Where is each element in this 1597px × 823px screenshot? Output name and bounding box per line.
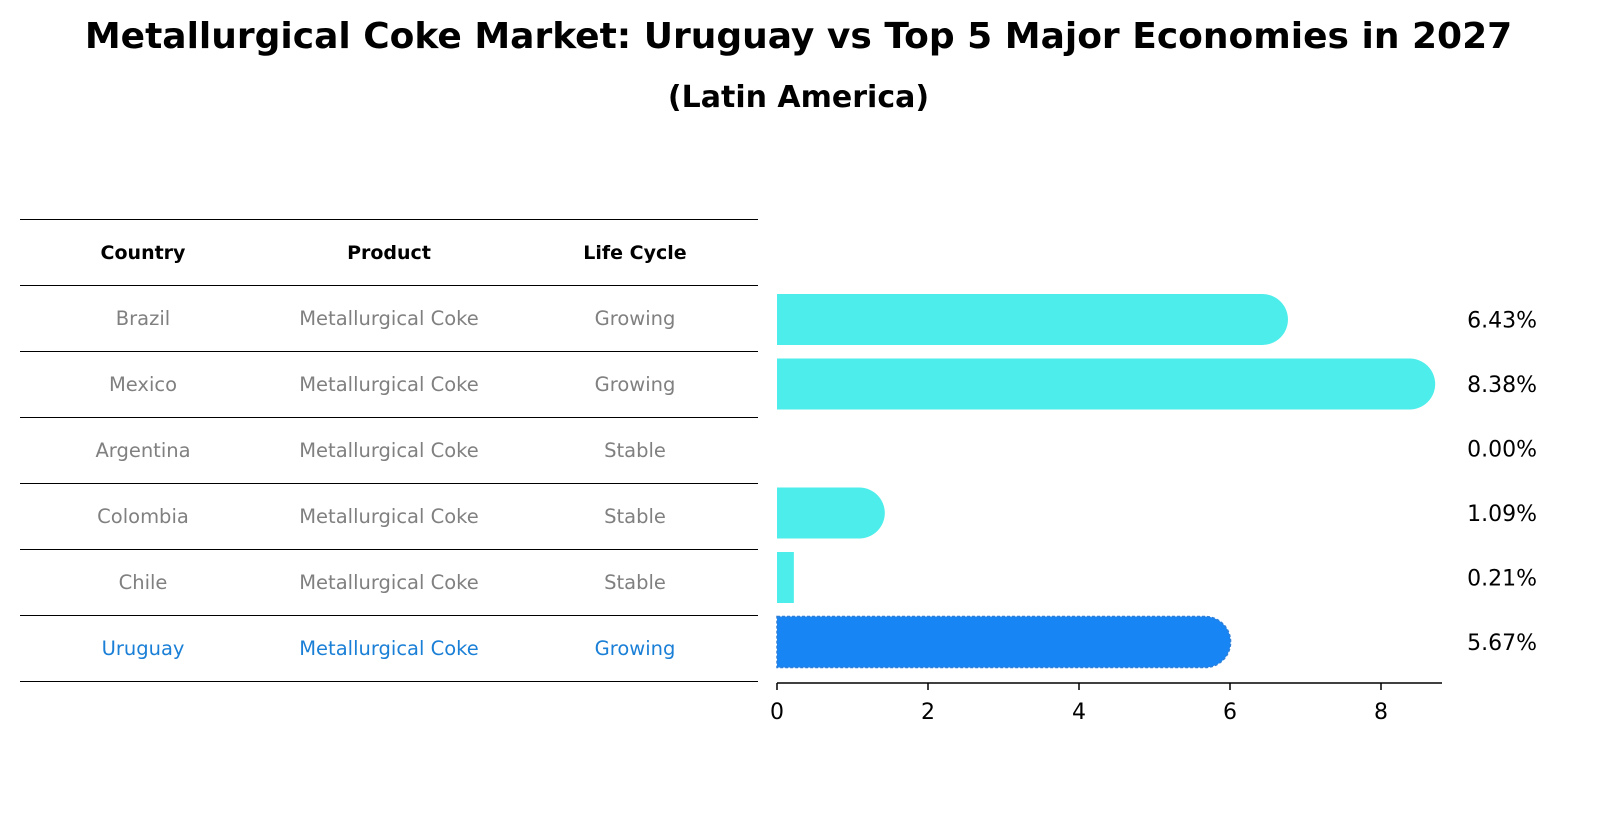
bar-brazil	[777, 294, 1288, 345]
x-tick-label: 6	[1223, 700, 1237, 725]
value-label: 5.67%	[1467, 631, 1537, 656]
table-row-highlighted: Uruguay Metallurgical Coke Growing	[20, 615, 758, 682]
header-product: Product	[347, 241, 431, 264]
bar-chile	[777, 552, 794, 603]
cell-life-cycle: Growing	[594, 307, 676, 330]
cell-product: Metallurgical Coke	[299, 373, 479, 396]
cell-country: Argentina	[95, 439, 191, 462]
chart-subtitle: (Latin America)	[667, 80, 930, 115]
x-tick-label: 2	[921, 700, 935, 725]
value-label: 0.00%	[1467, 438, 1537, 463]
cell-country: Chile	[118, 571, 168, 594]
value-label: 8.38%	[1467, 373, 1537, 398]
cell-country: Uruguay	[101, 637, 185, 660]
header-life-cycle: Life Cycle	[583, 241, 687, 264]
cell-product: Metallurgical Coke	[299, 505, 479, 528]
table-row: Mexico Metallurgical Coke Growing	[20, 351, 758, 417]
value-label: 0.21%	[1467, 567, 1537, 592]
x-tick-label: 8	[1374, 700, 1388, 725]
table-row: Argentina Metallurgical Coke Stable	[20, 417, 758, 483]
cell-country: Colombia	[97, 505, 189, 528]
cell-life-cycle: Growing	[594, 637, 676, 660]
cell-life-cycle: Stable	[604, 571, 666, 594]
x-tick-label: 4	[1072, 700, 1086, 725]
x-tick-label: 0	[770, 700, 784, 725]
cell-life-cycle: Stable	[604, 505, 666, 528]
value-label: 1.09%	[1467, 502, 1537, 527]
data-table: Country Product Life Cycle Brazil Metall…	[20, 219, 758, 682]
cell-product: Metallurgical Coke	[299, 637, 479, 660]
bar-colombia	[777, 487, 885, 539]
table-row: Chile Metallurgical Coke Stable	[20, 549, 758, 615]
table-row: Brazil Metallurgical Coke Growing	[20, 285, 758, 351]
bar-mexico	[777, 358, 1436, 410]
table-header-row: Country Product Life Cycle	[20, 219, 758, 285]
cell-country: Brazil	[115, 307, 171, 330]
table-row: Colombia Metallurgical Coke Stable	[20, 483, 758, 549]
cell-product: Metallurgical Coke	[299, 307, 479, 330]
cell-product: Metallurgical Coke	[299, 439, 479, 462]
value-label: 6.43%	[1467, 309, 1537, 334]
cell-product: Metallurgical Coke	[299, 571, 479, 594]
bar-uruguay	[776, 615, 1232, 669]
cell-life-cycle: Stable	[604, 439, 666, 462]
cell-country: Mexico	[108, 373, 178, 396]
cell-life-cycle: Growing	[594, 373, 676, 396]
chart-title: Metallurgical Coke Market: Uruguay vs To…	[84, 16, 1513, 57]
header-country: Country	[100, 241, 186, 264]
